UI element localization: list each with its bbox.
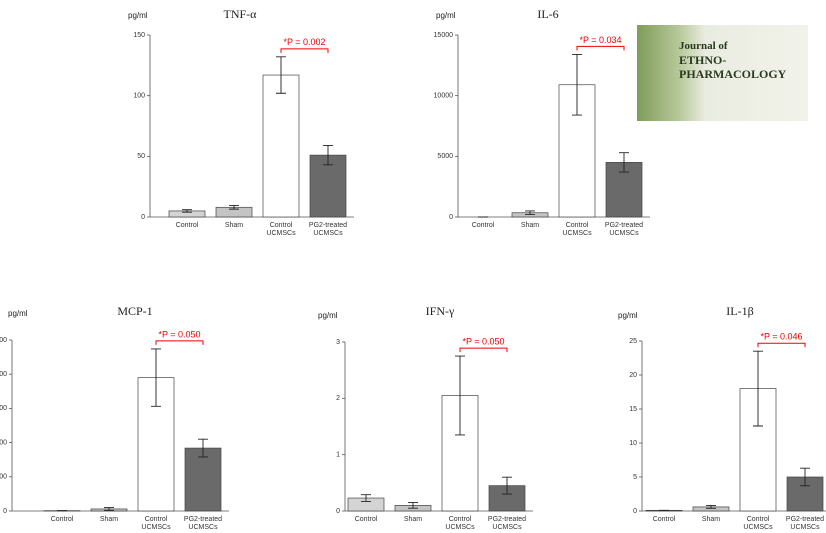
- y-tick-label: 0: [633, 508, 637, 515]
- x-tick-label: Sham: [520, 222, 540, 229]
- error-bar: [800, 467, 810, 487]
- y-tick-label: 0: [449, 214, 453, 221]
- journal-logo: Journal of ETHNO- PHARMACOLOGY: [637, 25, 808, 121]
- significance-bracket: [280, 48, 329, 53]
- significance-bracket: [155, 340, 204, 345]
- error-bar: [198, 438, 208, 458]
- error-bar: [525, 210, 535, 216]
- significance-label: *P = 0.046: [760, 332, 802, 342]
- error-bar: [323, 144, 333, 166]
- y-tick-label: 0: [3, 508, 7, 515]
- x-tick-label: PG2-treated UCMSCs: [785, 516, 825, 531]
- y-axis-unit: pg/ml: [618, 311, 638, 320]
- chart-title: IL-6: [537, 7, 558, 21]
- y-tick-label: 150: [133, 32, 145, 39]
- x-tick-label: Control UCMSCs: [743, 516, 773, 531]
- chart-title: TNF-α: [224, 7, 258, 21]
- logo-line: PHARMACOLOGY: [679, 67, 787, 81]
- error-bar: [361, 494, 371, 502]
- x-tick-label: Control: [471, 222, 495, 229]
- y-tick-label: 50: [137, 153, 145, 160]
- y-axis-unit: pg/ml: [8, 309, 28, 318]
- error-bar: [753, 350, 763, 427]
- bar: [184, 447, 222, 512]
- error-bar: [229, 205, 239, 210]
- significance-label: *P = 0.050: [158, 329, 200, 339]
- y-tick-label: 1: [336, 452, 340, 459]
- logo-line: Journal of: [679, 40, 728, 52]
- error-bar: [619, 152, 629, 173]
- error-bar: [276, 56, 286, 94]
- x-tick-label: Sham: [224, 222, 244, 229]
- x-tick-label: Control UCMSCs: [266, 222, 296, 237]
- x-tick-label: Control: [50, 516, 74, 523]
- y-axis-unit: pg/ml: [318, 311, 338, 320]
- x-tick-label: PG2-treated UCMSCs: [604, 222, 644, 237]
- chart-title: MCP-1: [117, 304, 152, 318]
- error-bar: [408, 502, 418, 509]
- x-tick-label: PG2-treated UCMSCs: [183, 516, 223, 531]
- error-bar: [182, 209, 192, 213]
- error-bar: [104, 507, 114, 511]
- y-tick-label: 10: [629, 440, 637, 447]
- y-tick-label: 15: [629, 406, 637, 413]
- bar: [262, 74, 300, 218]
- x-tick-label: Control UCMSCs: [445, 516, 475, 531]
- significance-label: *P = 0.050: [462, 336, 504, 346]
- x-tick-label: Sham: [99, 516, 119, 523]
- x-tick-label: PG2-treated UCMSCs: [487, 516, 527, 531]
- significance-label: *P = 0.002: [283, 37, 325, 47]
- error-bar: [151, 348, 161, 407]
- y-tick-label: 5: [633, 474, 637, 481]
- chart-title: IFN-γ: [426, 304, 455, 318]
- y-axis-unit: pg/ml: [128, 11, 148, 20]
- bar: [309, 154, 347, 218]
- chart-title: IL-1β: [726, 304, 753, 318]
- y-tick-label: 2: [336, 395, 340, 402]
- y-tick-label: 1500: [0, 405, 7, 412]
- x-tick-label: PG2-treated UCMSCs: [308, 222, 348, 237]
- x-tick-label: Control UCMSCs: [562, 222, 592, 237]
- significance-bracket: [576, 45, 625, 51]
- error-bar: [502, 476, 512, 495]
- y-tick-label: 5000: [437, 153, 453, 160]
- y-tick-label: 100: [133, 93, 145, 100]
- y-tick-label: 0: [141, 214, 145, 221]
- y-tick-label: 500: [0, 474, 7, 481]
- y-tick-label: 2000: [0, 371, 7, 378]
- significance-label: *P = 0.034: [579, 35, 621, 45]
- x-tick-label: Control: [175, 222, 199, 229]
- y-tick-label: 25: [629, 338, 637, 345]
- y-tick-label: 3: [336, 339, 340, 346]
- y-tick-label: 15000: [434, 32, 454, 39]
- y-tick-label: 10000: [434, 93, 454, 100]
- significance-bracket: [757, 342, 806, 348]
- x-tick-label: Sham: [701, 516, 721, 523]
- x-tick-label: Control UCMSCs: [141, 516, 171, 531]
- logo-line: ETHNO-: [679, 53, 727, 67]
- y-tick-label: 0: [336, 508, 340, 515]
- y-tick-label: 1000: [0, 439, 7, 446]
- x-tick-label: Control: [652, 516, 676, 523]
- x-tick-label: Sham: [403, 516, 423, 523]
- y-tick-label: 20: [629, 372, 637, 379]
- significance-bracket: [459, 347, 508, 353]
- y-tick-label: 2500: [0, 337, 7, 344]
- error-bar: [572, 53, 582, 116]
- error-bar: [455, 355, 465, 436]
- error-bar: [706, 505, 716, 509]
- x-tick-label: Control: [354, 516, 378, 523]
- y-axis-unit: pg/ml: [436, 11, 456, 20]
